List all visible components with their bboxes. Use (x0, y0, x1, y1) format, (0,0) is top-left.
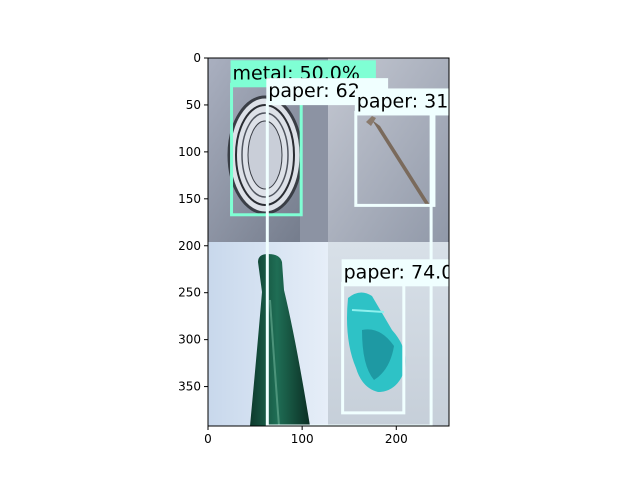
y-tick-label: 0 (193, 51, 201, 65)
detection-label-bg (354, 88, 449, 116)
y-tick-label: 200 (178, 239, 201, 253)
y-tick-label: 100 (178, 145, 201, 159)
detection-label-bg (341, 259, 449, 287)
detection-1: paper: 62. (265, 78, 433, 426)
x-tick-label: 0 (204, 432, 212, 446)
x-tick-label: 100 (291, 432, 314, 446)
detection-label: paper: 74.0 (344, 261, 454, 283)
y-tick-label: 300 (178, 333, 201, 347)
detection-2: paper: 31 (354, 88, 449, 207)
y-tick-label: 250 (178, 286, 201, 300)
detection-3: paper: 74.0 (341, 259, 454, 415)
y-tick-label: 50 (186, 98, 201, 112)
y-tick-label: 150 (178, 192, 201, 206)
detection-label: paper: 62. (268, 80, 366, 102)
x-tick-label: 200 (385, 432, 408, 446)
detection-label: paper: 31 (357, 90, 449, 112)
axes-frame (207, 57, 450, 427)
y-axis: 0 50 100 150 200 250 300 350 (178, 51, 208, 394)
y-tick-label: 350 (178, 380, 201, 394)
x-axis: 0 100 200 (204, 426, 408, 446)
